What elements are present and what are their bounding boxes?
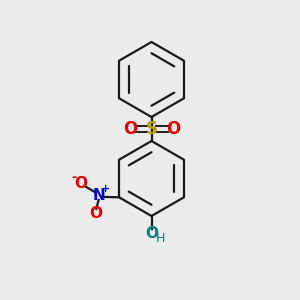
Text: H: H bbox=[156, 232, 165, 245]
Text: O: O bbox=[75, 176, 88, 191]
Text: O: O bbox=[166, 120, 180, 138]
Text: -: - bbox=[71, 171, 76, 184]
Text: O: O bbox=[90, 206, 103, 221]
Text: O: O bbox=[123, 120, 137, 138]
Text: O: O bbox=[145, 226, 158, 241]
Text: S: S bbox=[146, 120, 158, 138]
Text: +: + bbox=[101, 184, 110, 194]
Text: N: N bbox=[92, 188, 105, 203]
